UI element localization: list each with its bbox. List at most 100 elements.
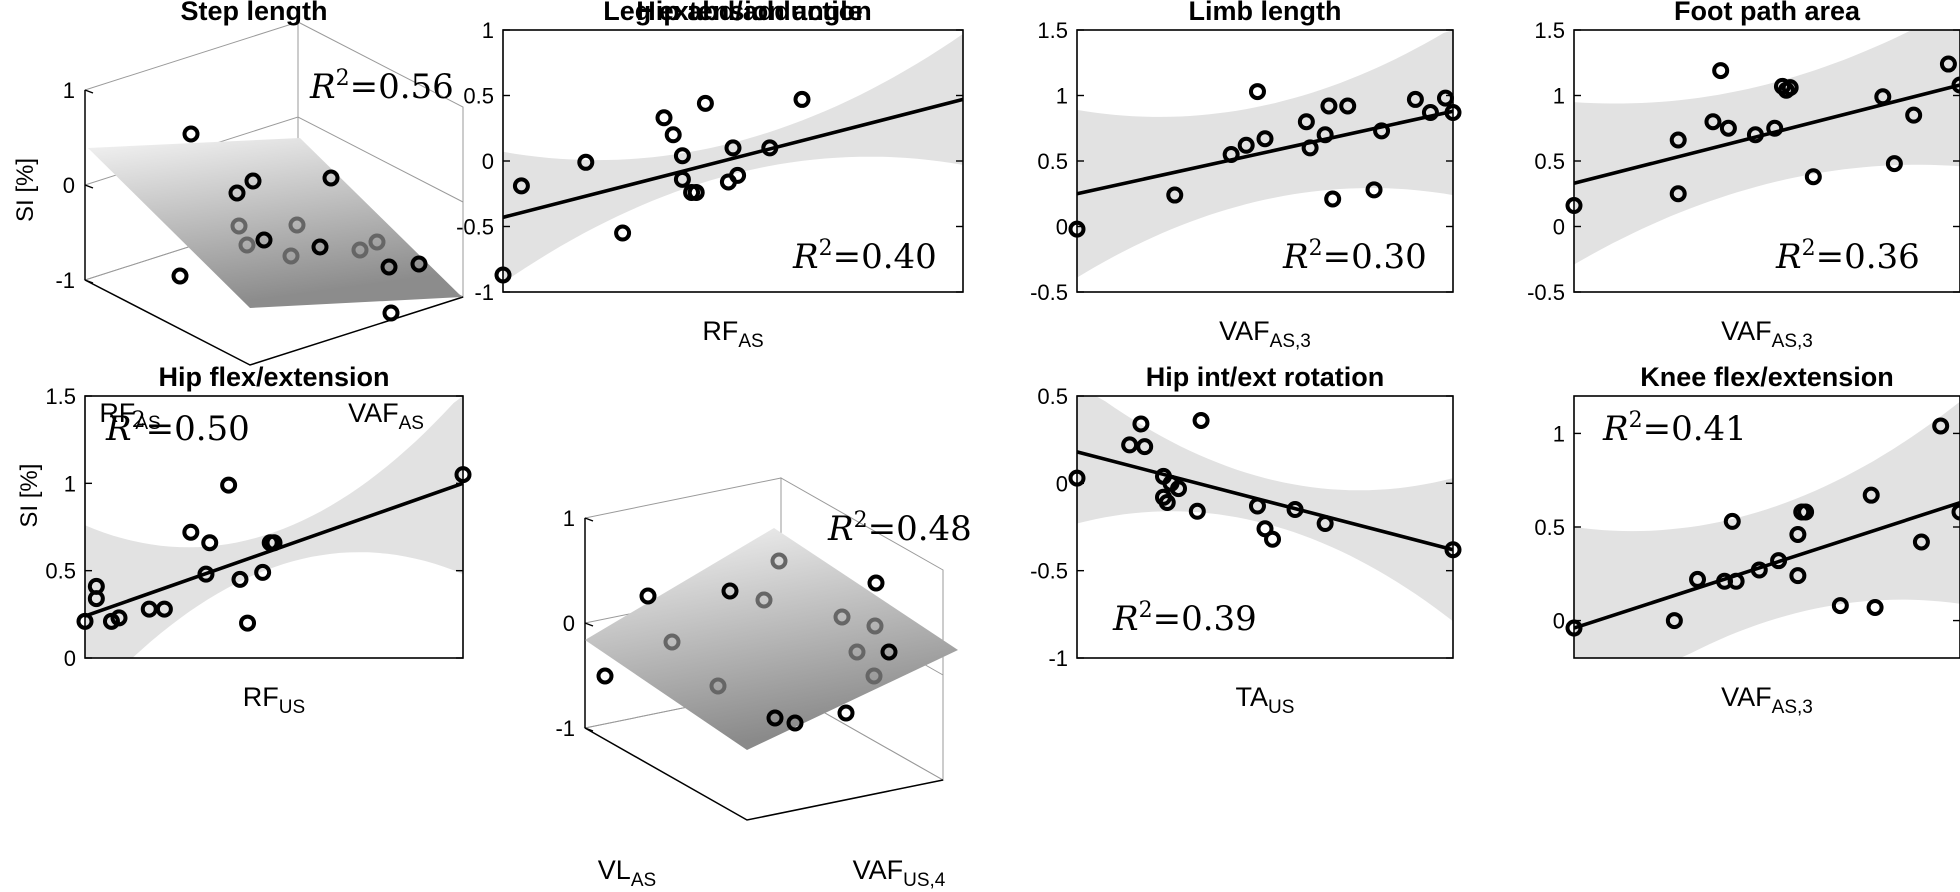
x-axis-label-main: RF [702, 316, 738, 346]
data-point [724, 139, 742, 157]
data-point [1565, 197, 1583, 215]
data-point [1669, 185, 1687, 203]
data-point [1365, 181, 1383, 199]
r2-symbol: R [105, 409, 132, 449]
x-axis-label: VLAS [598, 855, 656, 891]
chart-title: Knee flex/extension [1640, 362, 1894, 392]
regression-plane [88, 138, 462, 308]
y-tick-label: 0.5 [1037, 149, 1068, 174]
y-tick-label: -0.5 [1527, 280, 1565, 305]
data-point [1789, 525, 1807, 543]
data-point [1237, 136, 1255, 154]
data-point [1750, 561, 1768, 579]
data-point [709, 677, 727, 695]
r2-value: =0.50 [146, 409, 250, 449]
data-point [155, 600, 173, 618]
r-squared-label: R2=0.30 [1282, 236, 1427, 277]
x-axis-label-sub: AS,3 [1270, 331, 1311, 352]
data-point [770, 552, 788, 570]
data-point [454, 466, 472, 484]
r2-value: =0.48 [868, 509, 972, 549]
z-tick-mark [584, 517, 594, 522]
z-tick-label: 0 [563, 611, 575, 636]
data-point [793, 90, 811, 108]
r2-symbol: R [827, 509, 854, 549]
y-tick-label: 0.5 [1037, 384, 1068, 409]
r2-value: =0.30 [1323, 237, 1427, 277]
data-point [1121, 436, 1139, 454]
y-tick-label: -0.5 [1030, 280, 1068, 305]
data-point [322, 169, 340, 187]
x-axis-label-main: RF [243, 682, 279, 712]
data-point [1264, 530, 1282, 548]
y-tick-label: 1 [64, 471, 76, 496]
data-point [848, 643, 866, 661]
data-point [663, 633, 681, 651]
data-point [1797, 503, 1815, 521]
y-tick-label: 0 [1056, 471, 1068, 496]
data-point [721, 582, 739, 600]
x-axis-label: TAUS [1236, 682, 1295, 718]
regression-line [1076, 109, 1454, 196]
data-point [1444, 104, 1462, 122]
data-point [1669, 131, 1687, 149]
r2-symbol: R [792, 237, 819, 277]
r-squared-label: R2=0.41 [1602, 408, 1747, 449]
data-point [494, 266, 512, 284]
regression-plane [585, 528, 958, 750]
data-point [1248, 83, 1266, 101]
data-point [1885, 155, 1903, 173]
data-point [171, 267, 189, 285]
data-point [1406, 90, 1424, 108]
x-axis-label-sub: AS [135, 413, 160, 434]
data-point [201, 534, 219, 552]
r2-superscript: 2 [1629, 408, 1643, 433]
depth-axis-label-main: VAF [853, 855, 904, 885]
x-axis-label-main: VL [598, 855, 631, 885]
y-tick-label: -1 [474, 280, 494, 305]
depth-axis-label-sub: AS [399, 413, 424, 434]
x-axis-label-sub: AS [631, 870, 656, 891]
r2-superscript: 2 [132, 408, 146, 433]
y-tick-label: 0.5 [463, 84, 494, 109]
data-point [1316, 515, 1334, 533]
data-point [1766, 119, 1784, 137]
data-point [410, 255, 428, 273]
data-point [1068, 469, 1086, 487]
data-point [837, 704, 855, 722]
x-axis-label-sub: AS [738, 331, 763, 352]
x-axis-label: RFAS [702, 316, 763, 352]
data-point [867, 574, 885, 592]
data-point [1689, 570, 1707, 588]
r2-symbol: R [1602, 409, 1629, 449]
data-point [1170, 480, 1188, 498]
data-point [1166, 186, 1184, 204]
r2-superscript: 2 [819, 236, 833, 261]
data-point [265, 534, 283, 552]
data-point [729, 166, 747, 184]
z-tick-label: -1 [55, 268, 75, 293]
x-axis-label: RFAS [99, 398, 160, 434]
data-point [87, 577, 105, 595]
data-point [614, 224, 632, 242]
r2-value: =0.40 [833, 237, 937, 277]
data-point [755, 591, 773, 609]
data-point [1746, 126, 1764, 144]
r2-symbol: R [309, 67, 336, 107]
data-point [1256, 130, 1274, 148]
z-tick-label: 1 [63, 78, 75, 103]
data-point [1719, 119, 1737, 137]
confidence-band [1574, 401, 1960, 658]
data-point [577, 153, 595, 171]
r-squared-label: R2=0.50 [105, 408, 250, 449]
data-point [1723, 512, 1741, 530]
data-point [655, 109, 673, 127]
data-point [880, 643, 898, 661]
r2-superscript: 2 [336, 66, 350, 91]
data-point [696, 94, 714, 112]
r2-superscript: 2 [854, 508, 868, 533]
